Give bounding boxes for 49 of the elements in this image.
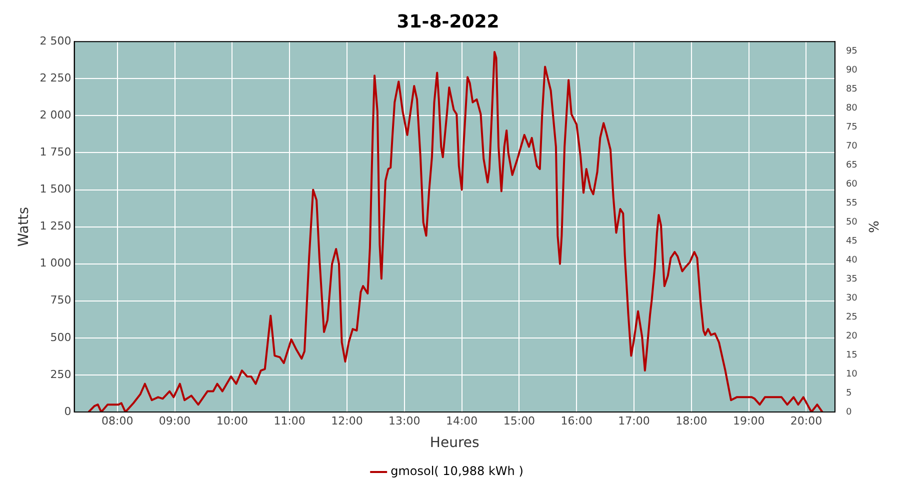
y2-tick-label: 20 (846, 331, 858, 342)
x-tick-label: 13:00 (388, 414, 420, 428)
y2-tick-label: 75 (846, 122, 858, 132)
y-tick-label: 2 500 (40, 34, 72, 48)
y2-tick-label: 15 (846, 350, 858, 360)
x-tick-label: 20:00 (790, 414, 822, 428)
x-tick-label: 16:00 (560, 414, 592, 428)
y2-tick-label: 90 (846, 65, 858, 76)
y2-tick-label: 0 (846, 407, 852, 418)
y-tick-label: 0 (64, 404, 72, 418)
y2-axis-title: % (864, 220, 880, 233)
y2-tick-label: 85 (846, 84, 858, 94)
x-tick-label: 10:00 (216, 414, 248, 428)
y2-tick-label: 30 (846, 293, 858, 304)
y2-tick-label: 50 (846, 217, 858, 228)
x-tick-label: 11:00 (274, 414, 306, 428)
y2-tick-label: 80 (846, 103, 858, 114)
y-tick-label: 2 000 (40, 108, 72, 122)
x-tick-label: 17:00 (618, 414, 650, 428)
chart-title: 31-8-2022 (396, 11, 500, 32)
x-axis-title: Heures (430, 435, 480, 452)
x-tick-label: 09:00 (158, 414, 191, 428)
y-axis-title: Watts (16, 206, 32, 247)
y2-tick-label: 95 (846, 46, 858, 56)
y2-tick-label: 40 (846, 255, 858, 266)
y2-tick-label: 70 (846, 141, 858, 152)
y-tick-label: 500 (50, 330, 72, 344)
x-tick-label: 18:00 (676, 414, 708, 428)
y2-tick-label: 60 (846, 179, 858, 190)
y-tick-label: 1 500 (40, 182, 72, 196)
y2-tick-label: 25 (846, 312, 858, 322)
y-tick-label: 2 250 (40, 72, 72, 84)
y-tick-label: 1 250 (40, 220, 72, 233)
y2-tick-label: 35 (846, 274, 858, 284)
x-tick-label: 14:00 (446, 414, 478, 428)
x-tick-label: 12:00 (331, 414, 363, 428)
y2-tick-label: 65 (846, 160, 858, 170)
y-tick-label: 250 (50, 368, 72, 381)
x-tick-label: 19:00 (732, 414, 765, 428)
y-tick-label: 750 (50, 294, 72, 307)
x-tick-label: 15:00 (503, 414, 536, 428)
y2-tick-label: 5 (846, 388, 852, 398)
y-tick-label: 1 000 (40, 256, 72, 270)
y2-tick-label: 10 (846, 369, 858, 380)
y2-tick-label: 45 (846, 236, 858, 246)
y-tick-label: 1 750 (40, 146, 72, 159)
x-tick-label: 08:00 (101, 414, 134, 428)
legend-label: gmosol( 10,988 kWh ) (390, 464, 524, 478)
y2-tick-label: 55 (846, 198, 858, 208)
